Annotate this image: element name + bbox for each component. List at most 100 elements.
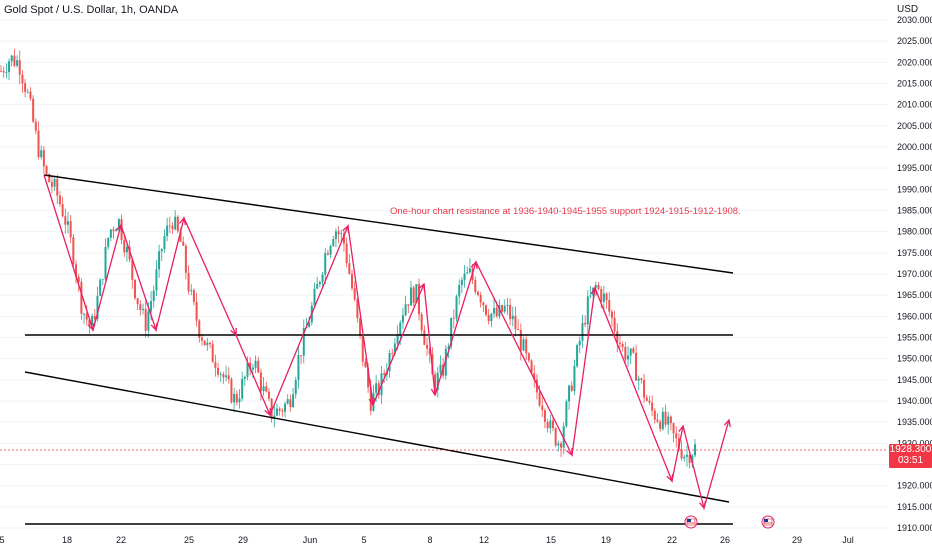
candle-body [415,284,418,303]
candle-body [535,379,538,393]
candle-body [294,379,297,395]
candle-body [160,248,163,252]
candle-body [530,360,533,374]
candle-body [632,348,635,353]
candle-body [672,423,675,434]
candle-body [369,387,372,411]
candle-body [527,353,530,361]
candle-body [50,182,53,187]
zigzag-path[interactable] [43,174,730,511]
y-tick-label: 1980.000 [897,227,932,237]
candle-body [184,245,187,273]
candle-body [104,246,107,280]
candle-body [144,308,147,331]
candle-body [669,416,672,424]
x-tick-label: 18 [62,535,72,545]
candle-body [337,231,340,235]
candle-body [519,330,522,351]
us-flag-event-icon[interactable] [684,515,698,529]
candle-body [680,449,683,459]
candle-body [484,305,487,315]
arrowhead [723,418,731,428]
candle-body [16,60,19,66]
x-tick-label: 22 [116,535,126,545]
zigzag-projection[interactable] [43,174,731,511]
arrowhead [179,216,187,225]
candle-body [262,386,265,392]
time-axis[interactable]: 5 18 22 25 29 Jun 5 8 12 15 19 22 26 29 Jul [0,535,854,545]
price-axis[interactable]: 1910.0001915.0001920.0001925.0001930.000… [897,15,932,533]
candle-body [136,298,139,305]
candle-body [10,55,13,62]
candle-body [61,204,64,217]
candle-body [439,364,442,373]
candle-body [573,366,576,391]
candle-body [152,290,155,301]
y-tick-label: 2010.000 [897,100,932,110]
arrowhead [342,224,350,234]
candle-body [426,344,429,349]
candle-body [48,174,51,183]
candle-body [645,397,648,401]
candle-body [187,272,190,292]
candle-body [275,408,278,416]
candle-body [324,253,327,275]
candle-body [340,233,343,235]
candle-body [511,315,514,320]
candle-body [364,361,367,368]
candle-body [284,403,287,412]
us-flag-event-icon[interactable] [761,515,775,529]
candle-body [88,319,91,326]
arrowhead [368,398,376,407]
candle-body [348,263,351,274]
candle-body [176,216,179,232]
candle-body [600,289,603,302]
trend-lines[interactable] [24,174,734,525]
current-price-badge: 1928.300 03:51 [889,444,932,468]
candle-body [509,304,512,320]
x-tick-label: 5 [0,535,5,545]
arrowhead [566,447,573,457]
candle-body [463,273,466,281]
candle-body [195,301,198,321]
candle-body [13,55,16,66]
candle-body [313,288,316,306]
candle-body [538,392,541,406]
candle-body [117,219,120,230]
y-tick-label: 1970.000 [897,269,932,279]
candle-body [235,393,238,403]
candle-body [353,288,356,300]
candle-body [356,299,359,319]
y-tick-label: 1985.000 [897,206,932,216]
candle-body [543,410,546,422]
candle-body [158,251,161,270]
x-tick-label: Jul [842,535,854,545]
candle-body [434,374,437,390]
candle-body [302,328,305,356]
candle-body [525,339,528,354]
current-price-value: 1928.300 [889,444,932,455]
candle-body [482,302,485,306]
candle-body [514,315,517,330]
candle-body [493,307,496,314]
candle-body [233,393,236,403]
upper-channel-line[interactable] [43,174,734,274]
candle-body [404,304,407,316]
candle-body [399,322,402,336]
candle-body [133,279,136,299]
lower-channel-line[interactable] [24,371,730,503]
candle-body [409,287,412,306]
y-tick-label: 1950.000 [897,354,932,364]
candle-body [219,374,222,375]
candle-body [321,274,324,282]
candle-body [487,314,490,322]
candle-body [476,291,479,296]
candle-body [621,344,624,347]
candle-body [396,335,399,344]
y-tick-label: 1920.000 [897,481,932,491]
candle-body [83,313,86,315]
candle-body [58,195,61,205]
candle-body [627,355,630,360]
candle-body [342,233,345,244]
